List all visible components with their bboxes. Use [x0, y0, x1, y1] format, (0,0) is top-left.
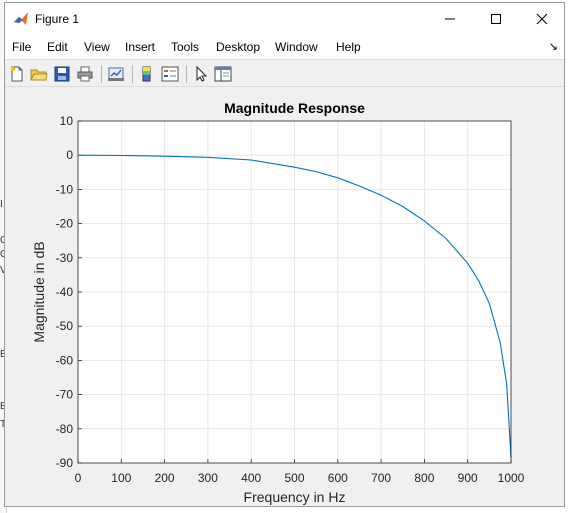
magnitude-response-plot[interactable]: 0 100 200 300 400 500 600 700 800 900 1000100-10-2…: [5, 87, 564, 508]
y-tick-label: 0: [66, 148, 73, 162]
background-text-fragment: E: [0, 350, 6, 360]
menu-file[interactable]: File: [12, 40, 32, 54]
toolbar-separator: [186, 65, 187, 83]
menu-insert[interactable]: Insert: [125, 40, 156, 54]
y-tick-label: -70: [56, 388, 74, 402]
edit-plot-arrow-icon[interactable]: [192, 65, 210, 83]
menu-edit[interactable]: Edit: [47, 40, 68, 54]
x-tick-label: 500: [284, 471, 304, 485]
insert-colorbar-icon[interactable]: [138, 65, 156, 83]
y-axis-label: Magnitude in dB: [31, 241, 47, 342]
background-text-fragment: V: [0, 266, 6, 276]
insert-legend-icon[interactable]: [161, 65, 179, 83]
figure-canvas: 0 100 200 300 400 500 600 700 800 900 1000 10 0 -10 -2…: [5, 87, 564, 506]
y-tick-label: -30: [56, 251, 74, 265]
open-file-icon[interactable]: [30, 65, 48, 83]
menu-view[interactable]: View: [84, 40, 110, 54]
menu-window[interactable]: Window: [275, 40, 318, 54]
y-tick-label: -80: [56, 422, 74, 436]
y-tick-label: 10: [60, 114, 74, 128]
x-tick-label: 400: [241, 471, 261, 485]
x-tick-label: 800: [414, 471, 434, 485]
toolbar-separator: [101, 65, 102, 83]
x-tick-label: 300: [198, 471, 218, 485]
minimize-icon: [445, 18, 455, 20]
matlab-icon: [14, 12, 28, 25]
menu-bar: File Edit View Insert Tools Desktop Wind…: [5, 35, 564, 59]
close-button[interactable]: [519, 3, 565, 35]
maximize-button[interactable]: [473, 3, 519, 35]
background-text-fragment: I: [0, 200, 3, 210]
maximize-icon: [491, 14, 501, 24]
figure-toolbar: [5, 59, 564, 87]
menu-desktop[interactable]: Desktop: [216, 40, 261, 54]
y-tick-label: -20: [56, 217, 74, 231]
figure-window: Figure 1 File Edit View Insert Tools Des…: [4, 2, 565, 507]
axes-box: [77, 120, 512, 464]
y-tick-label: -60: [56, 353, 74, 367]
minimize-button[interactable]: [427, 3, 473, 35]
series-line: [77, 154, 512, 458]
window-title: Figure 1: [35, 12, 80, 26]
background-text-fragment: T: [0, 420, 6, 430]
x-tick-label: 0: [75, 471, 82, 485]
menu-help[interactable]: Help: [336, 40, 361, 54]
x-tick-label: 900: [458, 471, 478, 485]
background-text-fragment: C: [0, 250, 6, 260]
y-tick-label: -50: [56, 319, 74, 333]
dock-arrow-icon[interactable]: ↘: [548, 41, 558, 53]
property-inspector-icon[interactable]: [214, 65, 232, 83]
save-icon[interactable]: [53, 65, 71, 83]
background-text-fragment: E: [0, 402, 6, 412]
x-tick-label: 100: [111, 471, 131, 485]
link-plot-icon[interactable]: [107, 65, 125, 83]
y-tick-label: -10: [56, 182, 74, 196]
chart-title: Magnitude Response: [224, 100, 365, 116]
background-text-fragment: C: [0, 236, 6, 246]
x-tick-label: 200: [155, 471, 175, 485]
y-tick-label: -90: [56, 456, 74, 470]
x-axis-label: Frequency in Hz: [244, 489, 346, 505]
x-tick-label: 700: [371, 471, 391, 485]
tick-labels: 0 100 200 300 400 500 600 700 800 900 1000100-10-2…: [56, 114, 525, 485]
close-icon: [536, 13, 548, 25]
new-figure-icon[interactable]: [8, 65, 26, 83]
toolbar-separator: [132, 65, 133, 83]
menu-tools[interactable]: Tools: [171, 40, 200, 54]
x-tick-label: 1000: [498, 471, 525, 485]
print-icon[interactable]: [76, 65, 94, 83]
x-tick-label: 600: [328, 471, 348, 485]
title-bar[interactable]: Figure 1: [5, 3, 564, 35]
y-tick-label: -40: [56, 285, 74, 299]
